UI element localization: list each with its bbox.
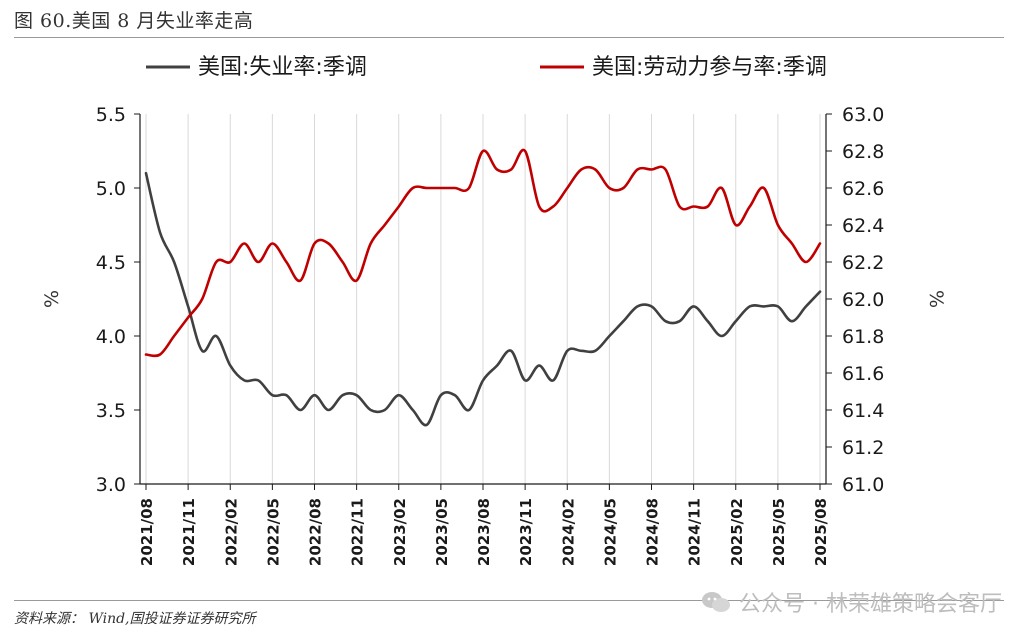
y-right-tick-label: 62.2 [842,252,884,274]
figure-title: 图 60.美国 8 月失业率走高 [14,10,254,32]
source-note: 资料来源： Wind,国投证券证券研究所 [14,611,256,627]
x-tick-label: 2022/02 [222,498,240,566]
y-right-tick-label: 61.2 [842,437,884,459]
y-right-tick-label: 62.4 [842,215,884,237]
watermark-text: 公众号 · 林荣雄策略会客厅 [739,592,1002,617]
x-tick-label: 2022/05 [264,498,282,566]
x-tick-label: 2024/08 [644,498,662,566]
x-tick-label: 2024/11 [686,498,704,566]
legend: 美国:失业率:季调 美国:劳动力参与率:季调 [146,55,827,80]
x-tick-label: 2025/02 [728,498,746,566]
x-tick-label: 2023/05 [433,498,451,566]
y-right-tick-label: 62.6 [842,178,884,200]
series-lines [144,148,822,427]
y-right-tick-label: 62.8 [842,141,884,163]
vertical-grid [145,114,821,484]
y-right-tick-label: 61.6 [842,363,884,385]
legend-label: 美国:失业率:季调 [198,55,367,80]
y-left-tick-label: 3.5 [96,400,126,422]
y-right-tick-label: 62.0 [842,289,884,311]
x-tick-label: 2022/08 [307,498,325,566]
line-chart: 3.03.54.04.55.05.5 61.061.261.461.661.86… [41,55,947,566]
title-divider [14,37,1004,38]
x-tick-label: 2022/11 [349,498,367,566]
left-y-axis: 3.0 3.5 4.0 4.5 5.0 5.5 [96,104,140,496]
x-tick-label: 2023/02 [391,498,409,566]
y-left-tick-label: 4.5 [96,252,126,274]
right-y-axis-label: % [925,290,947,308]
source-divider [14,600,1004,601]
x-tick-label: 2024/02 [559,498,577,566]
y-right-tick-label: 61.8 [842,326,884,348]
watermark: 公众号 · 林荣雄策略会客厅 [701,586,1002,618]
x-tick-label: 2021/11 [180,498,198,566]
x-tick-label: 2023/08 [475,498,493,566]
legend-label: 美国:劳动力参与率:季调 [592,55,827,80]
left-y-axis-label: % [41,290,63,308]
x-tick-label: 2025/05 [770,498,788,566]
y-right-tick-label: 61.4 [842,400,884,422]
participation-rate-line [144,148,822,358]
x-tick-label: 2021/08 [138,498,156,566]
x-tick-label: 2025/08 [812,498,830,566]
right-y-axis: 61.0 61.2 61.4 61.6 61.8 62.0 62.2 62.4 62.6 62.8… [826,104,884,496]
y-right-tick-label: 61.0 [842,474,884,496]
x-tick-label: 2023/11 [517,498,535,566]
wechat-icon [702,592,731,612]
y-left-tick-label: 5.5 [96,104,126,126]
y-right-tick-label: 63.0 [842,104,884,126]
x-axis: 2021/08 2021/11 2022/02 2022/05 2022/08 2022/… [138,484,830,566]
y-left-tick-label: 3.0 [96,474,126,496]
y-left-tick-label: 5.0 [96,178,126,200]
x-tick-label: 2024/05 [601,498,619,566]
unemployment-rate-line [144,171,822,427]
y-left-tick-label: 4.0 [96,326,126,348]
